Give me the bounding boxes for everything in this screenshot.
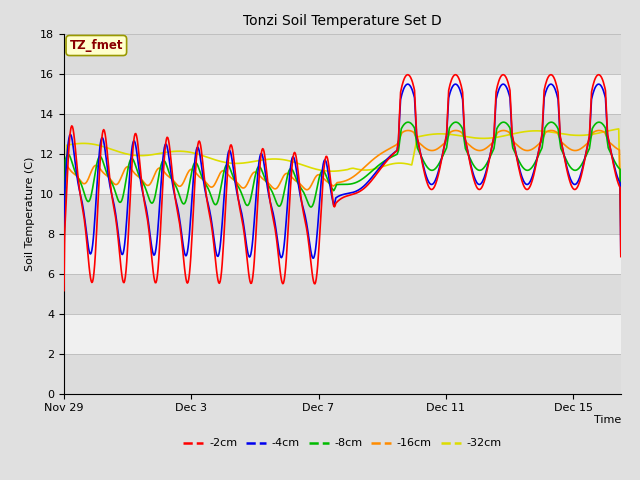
Bar (64, 114, 621, 154)
Bar (64, 274, 621, 313)
Text: TZ_fmet: TZ_fmet (70, 39, 123, 52)
Bar (64, 354, 621, 394)
Bar (64, 34, 621, 73)
Bar (64, 234, 621, 274)
Bar (64, 73, 621, 114)
Title: Tonzi Soil Temperature Set D: Tonzi Soil Temperature Set D (243, 14, 442, 28)
Bar (64, 193, 621, 234)
Text: Time: Time (593, 415, 621, 425)
Bar (64, 154, 621, 193)
Bar (64, 313, 621, 354)
Legend: -2cm, -4cm, -8cm, -16cm, -32cm: -2cm, -4cm, -8cm, -16cm, -32cm (179, 434, 506, 453)
Y-axis label: Soil Temperature (C): Soil Temperature (C) (24, 156, 35, 271)
